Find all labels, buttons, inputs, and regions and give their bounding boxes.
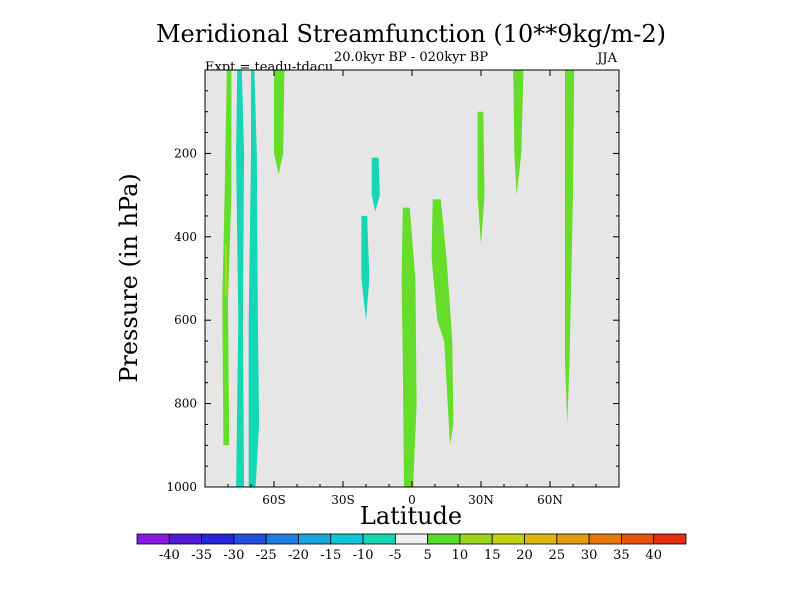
x-tick-label: 30S [331,493,355,507]
colorbar-label: 20 [516,548,533,563]
colorbar-label: -40 [159,548,180,563]
axis-ticks: 60S 30S 0 30N 60N 200 400 600 800 1000 [166,70,619,507]
region-yellow-core-70s [225,245,227,296]
region-green-blob-55s [274,70,285,175]
region-cyan-band-65s [236,70,245,487]
colorbar-swatch [394,533,429,545]
colorbar-swatch [265,533,299,545]
colorbar-swatch [588,533,622,545]
colorbar-label: -35 [191,548,212,563]
colorbar-swatch [233,533,267,545]
colorbar-label: -30 [223,548,244,563]
colorbar-swatch [491,533,525,545]
x-tick-label: 60N [537,493,563,507]
colorbar-label: -15 [320,548,341,563]
x-axis-label: Latitude [360,502,462,530]
colorbar-label: 25 [549,548,566,563]
colorbar-swatch [201,533,235,545]
colorbar-label: 40 [645,548,662,563]
region-green-band-45n [513,70,524,196]
region-cyan-blob-15s [371,157,380,212]
colorbar-swatch [136,533,170,545]
colorbar-label: 5 [424,548,432,563]
y-tick-label: 600 [174,313,197,327]
colorbar-swatch [362,533,396,545]
y-axis-label: Pressure (in hPa) [115,173,143,383]
x-tick-label: 0 [408,493,416,507]
colorbar-label: -25 [256,548,277,563]
colorbar-label: 35 [613,548,630,563]
colorbar-label: -20 [288,548,309,563]
y-tick-label: 200 [174,146,197,160]
colorbar-swatch [168,533,202,545]
region-cyan-band-62s [248,70,260,487]
region-green-strip-30n [477,111,485,246]
colorbar-label: 10 [452,548,469,563]
region-cyan-blob-20s [361,215,370,321]
colorbar-swatch [459,533,493,545]
colorbar-swatch [556,533,590,545]
x-tick-label: 30N [468,493,494,507]
region-green-band-70s [222,70,232,300]
colorbar-label: 15 [484,548,501,563]
region-green-band-60n [565,70,575,425]
colorbar-swatch [621,533,655,545]
colorbar-label: 30 [581,548,598,563]
colorbar-swatch [330,533,364,545]
x-tick-label: 60S [262,493,286,507]
colorbar-swatch [524,533,558,545]
colorbar: -40 -35 -30 -25 -20 -15 -10 -5 5 10 15 20 25 30 35 40 [136,533,687,563]
chart-subtitle: 20.0kyr BP - 020kyr BP [334,50,488,65]
y-tick-label: 1000 [166,480,197,494]
season-label: JJA [595,51,617,66]
region-green-blob-0 [401,207,417,487]
region-green-band-70s-lower [222,299,230,446]
y-tick-label: 400 [174,230,197,244]
y-tick-label: 800 [174,397,197,411]
contour-regions [222,70,575,487]
region-green-blob-10n [431,199,454,446]
colorbar-label: -10 [353,548,374,563]
colorbar-label: -5 [389,548,402,563]
colorbar-swatch [427,533,461,545]
chart-title: Meridional Streamfunction (10**9kg/m-2) [156,20,666,48]
colorbar-swatch [653,533,687,545]
colorbar-swatch [298,533,332,545]
